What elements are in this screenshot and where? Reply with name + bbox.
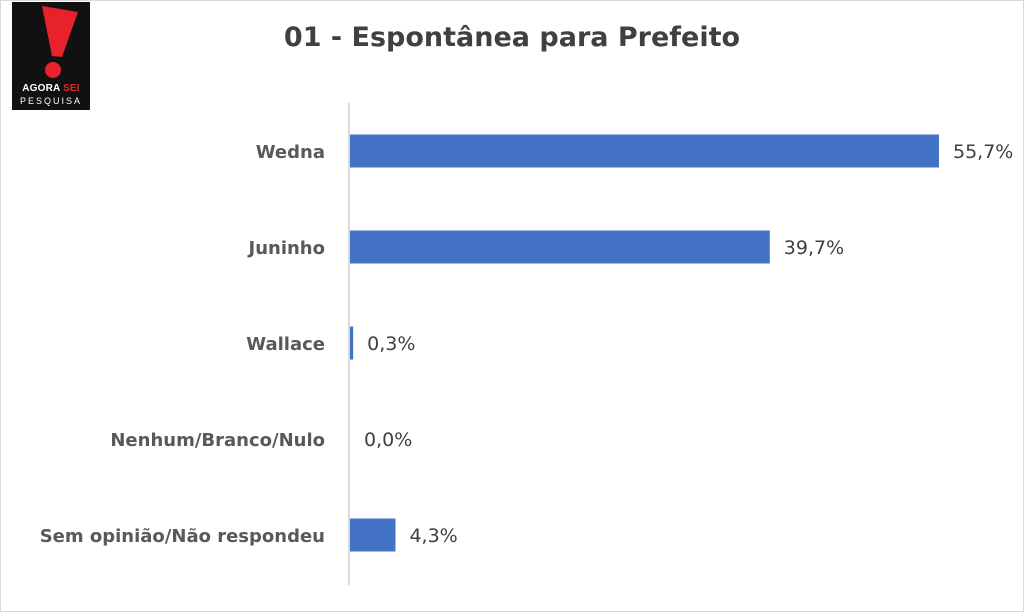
value-label: 55,7% xyxy=(953,141,1013,163)
bar-0 xyxy=(350,134,939,168)
value-label: 0,3% xyxy=(367,333,415,355)
agora-sei-logo: AGORA SEI PESQUISA xyxy=(12,2,90,110)
exclamation-logo-icon xyxy=(42,6,78,78)
bar-2 xyxy=(350,326,354,360)
category-label: Juninho xyxy=(247,238,326,259)
bar-4 xyxy=(350,518,396,552)
logo-text-secondary: PESQUISA xyxy=(19,96,82,106)
logo-text-primary: AGORA SEI xyxy=(22,83,80,94)
category-label: Wedna xyxy=(256,142,325,163)
bar-1 xyxy=(350,230,770,264)
value-label: 4,3% xyxy=(409,525,457,547)
chart-title: 01 - Espontânea para Prefeito xyxy=(283,22,741,53)
value-label: 0,0% xyxy=(364,429,412,451)
value-label: 39,7% xyxy=(784,237,844,259)
category-label: Wallace xyxy=(246,334,325,355)
category-label: Sem opinião/Não respondeu xyxy=(40,526,325,547)
category-label: Nenhum/Branco/Nulo xyxy=(110,430,325,451)
